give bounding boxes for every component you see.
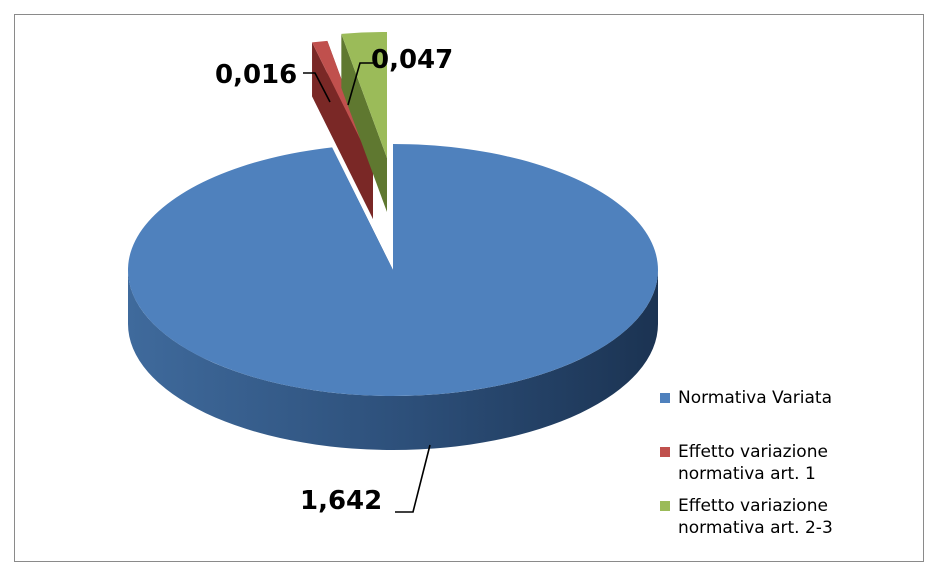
chart-frame: 1,642 0,016 0,047 Normativa Variata Effe… xyxy=(14,14,924,562)
slice-normativa-variata-side xyxy=(128,270,658,450)
data-label-normativa-variata: 1,642 xyxy=(300,486,382,516)
legend-swatch-blue xyxy=(660,393,670,403)
slice-normativa-variata-top xyxy=(127,144,659,397)
legend-item-art-1: Effetto variazione normativa art. 1 xyxy=(660,441,898,485)
legend-label: Effetto variazione normativa art. 2-3 xyxy=(678,496,833,538)
legend-swatch-red xyxy=(660,447,670,457)
leader-line-art-1 xyxy=(303,72,331,103)
legend-item-normativa-variata: Normativa Variata xyxy=(660,387,898,409)
slice-art-2-3-wall-start xyxy=(341,33,387,212)
data-label-art-2-3: 0,047 xyxy=(371,45,453,75)
leader-line-art-2-3 xyxy=(347,62,373,106)
data-label-art-1: 0,016 xyxy=(215,60,297,90)
leader-line-normativa-variata xyxy=(395,444,431,513)
slice-art-2-3-top xyxy=(341,32,387,158)
slice-art-1-top xyxy=(312,40,373,165)
legend-swatch-green xyxy=(660,501,670,511)
legend-label: Normativa Variata xyxy=(678,388,832,408)
legend-label: Effetto variazione normativa art. 1 xyxy=(678,442,828,484)
pie-chart: 1,642 0,016 0,047 xyxy=(127,32,659,516)
legend-item-art-2-3: Effetto variazione normativa art. 2-3 xyxy=(660,495,898,539)
